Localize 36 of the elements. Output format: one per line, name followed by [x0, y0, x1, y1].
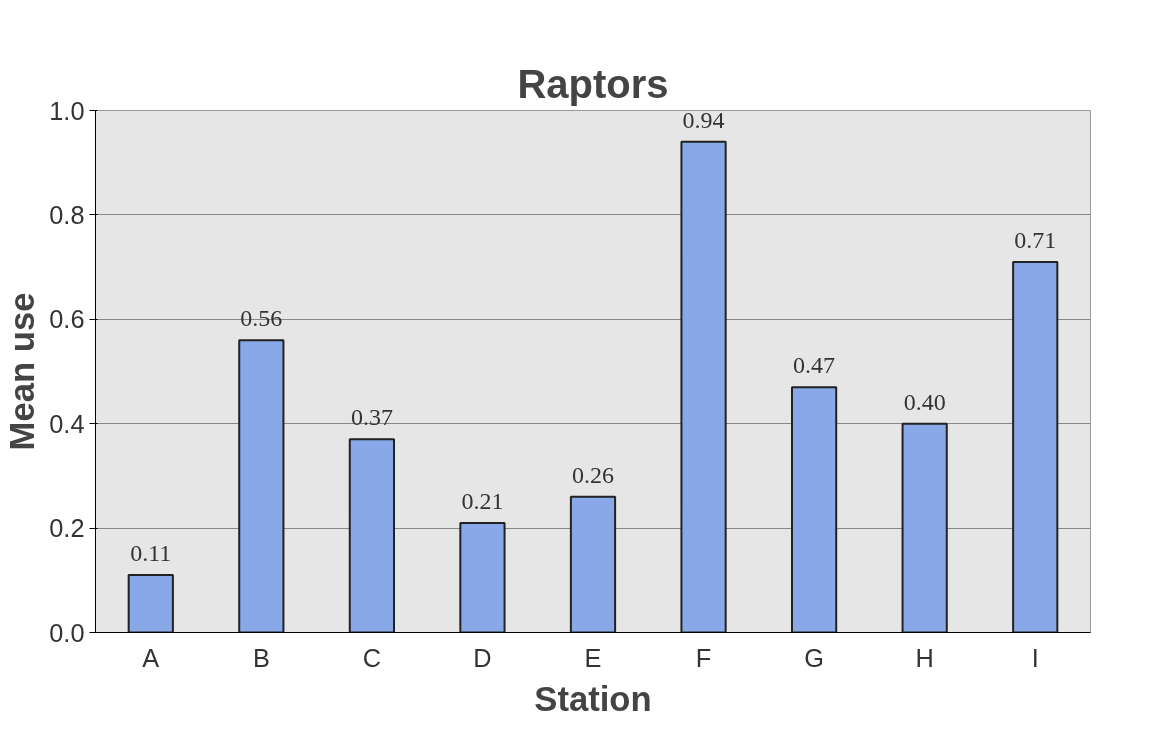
- data-label: 0.56: [240, 305, 283, 332]
- x-tick-label: I: [1031, 643, 1039, 672]
- bar: [348, 438, 395, 633]
- x-tick-label: G: [804, 643, 824, 672]
- y-tick-label: 0.6: [49, 305, 85, 334]
- bar: [680, 140, 727, 633]
- data-label: 0.40: [903, 388, 946, 415]
- chart-title: Raptors: [517, 61, 669, 106]
- bar: [1012, 260, 1059, 633]
- data-label: 0.94: [682, 106, 725, 133]
- x-tick-label: F: [695, 643, 712, 672]
- bar: [238, 339, 285, 633]
- bar: [791, 386, 838, 633]
- x-tick-label: E: [584, 643, 602, 672]
- data-label: 0.47: [793, 352, 836, 379]
- y-tick-label: 1.0: [49, 96, 85, 125]
- data-label: 0.71: [1014, 226, 1057, 253]
- x-tick-label: A: [142, 643, 160, 672]
- data-label: 0.11: [130, 540, 172, 567]
- x-tick-label: B: [252, 643, 270, 672]
- bar: [459, 521, 506, 633]
- y-tick-label: 0.4: [49, 409, 85, 438]
- x-tick-label: H: [915, 643, 934, 672]
- data-label: 0.26: [572, 461, 614, 488]
- bar: [569, 495, 617, 633]
- bar: [127, 574, 174, 633]
- data-label: 0.37: [350, 404, 393, 431]
- y-tick-label: 0.8: [49, 200, 85, 229]
- x-tick-label: D: [473, 643, 492, 672]
- y-axis-title: Mean use: [3, 292, 42, 451]
- data-label: 0.21: [461, 487, 504, 514]
- y-tick-label: 0.0: [49, 618, 85, 647]
- bar: [901, 422, 948, 633]
- x-axis-title: Station: [534, 679, 652, 718]
- y-tick-label: 0.2: [49, 514, 85, 543]
- x-tick-label: C: [362, 643, 382, 672]
